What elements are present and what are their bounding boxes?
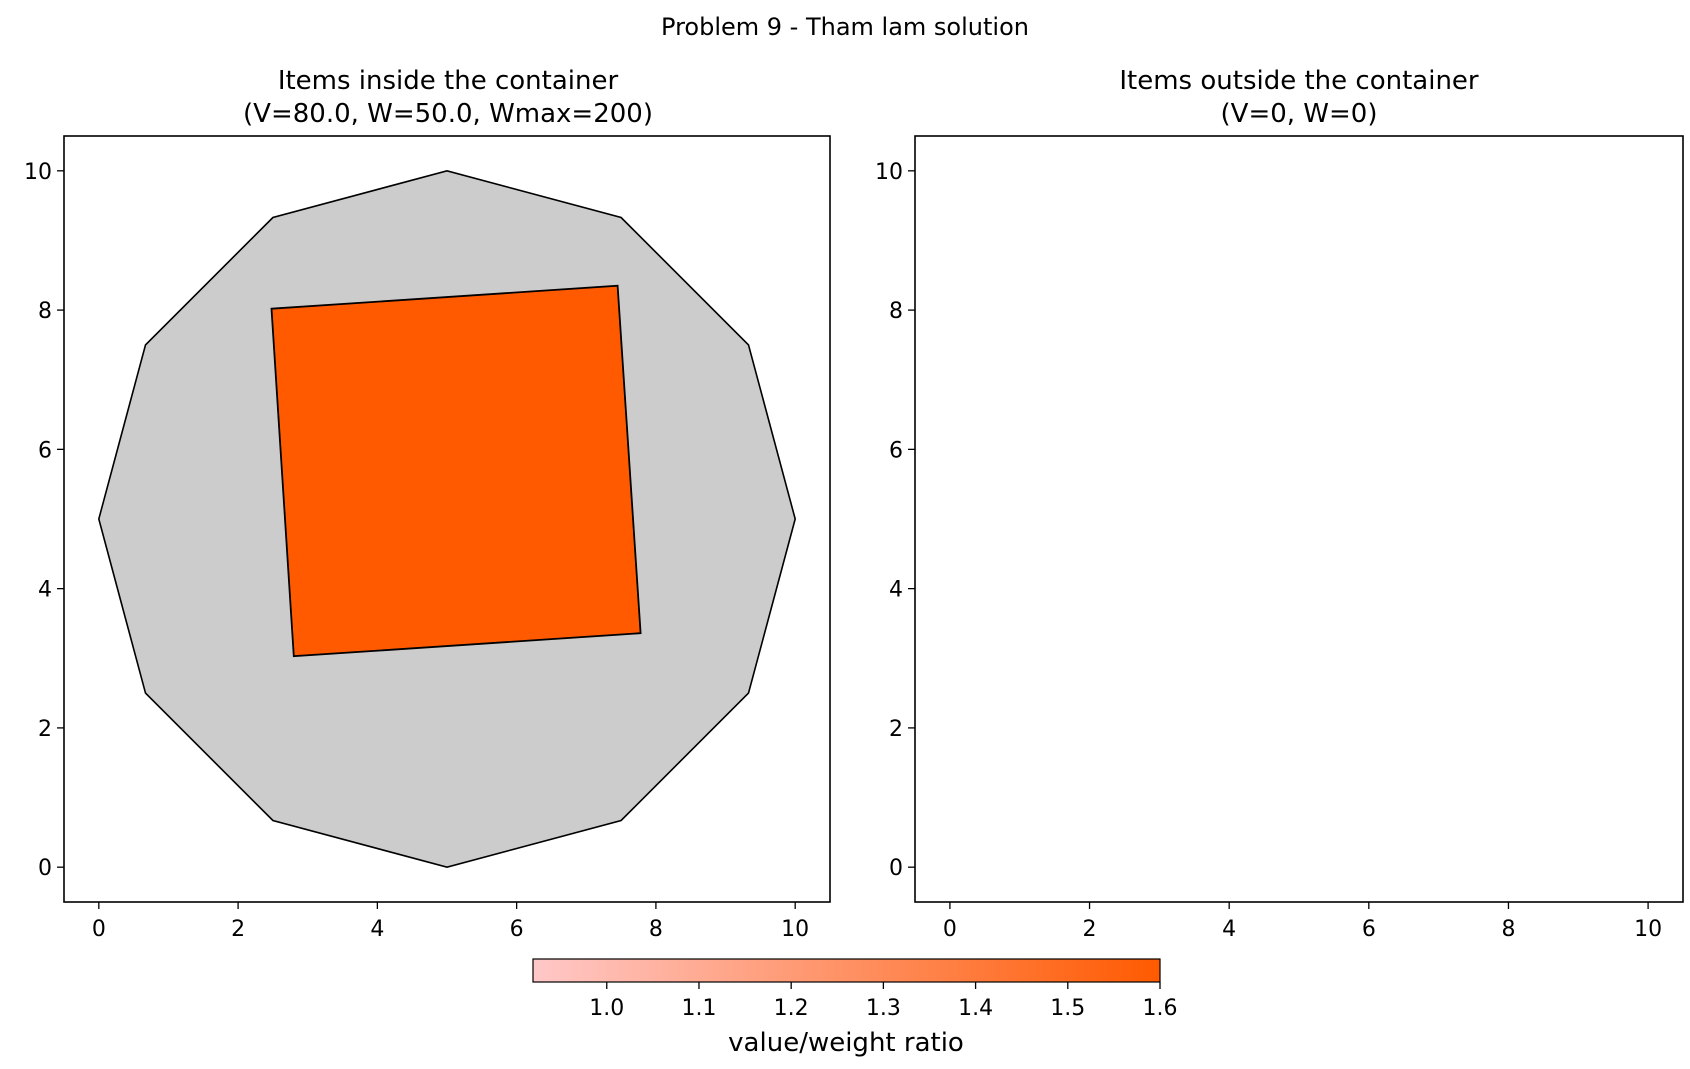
plot-inside: Items inside the container (V=80.0, W=50… <box>24 66 831 942</box>
plot-outside-xtick-label: 0 <box>943 917 957 942</box>
colorbar-tick-label: 1.2 <box>774 996 809 1021</box>
item-polygon <box>270 284 642 658</box>
colorbar-tick-label: 1.3 <box>866 996 901 1021</box>
plot-outside-ytick-label: 0 <box>889 856 903 881</box>
plot-inside-frame <box>63 135 831 903</box>
colorbar-tick-label: 1.0 <box>589 996 624 1021</box>
plot-inside-title-line2: (V=80.0, W=50.0, Wmax=200) <box>243 99 653 129</box>
plot-outside: Items outside the container (V=0, W=0) 0… <box>875 66 1684 942</box>
plot-inside-title-line1: Items inside the container <box>278 66 619 96</box>
colorbar-gradient <box>532 958 1161 983</box>
plot-inside-ytick-label: 10 <box>24 160 52 185</box>
colorbar-label: value/weight ratio <box>728 1028 964 1058</box>
plot-inside-ytick-label: 6 <box>38 438 52 463</box>
plot-outside-xtick-label: 8 <box>1501 917 1515 942</box>
colorbar: 1.0 1.1 1.2 1.3 1.4 1.5 1.6 value/weight ratio <box>532 958 1178 1058</box>
plot-outside-title-line2: (V=0, W=0) <box>1221 99 1378 129</box>
plot-outside-xtick-label: 4 <box>1222 917 1236 942</box>
plot-inside-xtick-label: 2 <box>231 917 245 942</box>
plot-outside-ytick-label: 2 <box>889 717 903 742</box>
plot-inside-ytick-label: 8 <box>38 299 52 324</box>
plot-outside-ytick-label: 8 <box>889 299 903 324</box>
plot-inside-xtick-label: 10 <box>781 917 809 942</box>
plot-outside-xtick-label: 6 <box>1362 917 1376 942</box>
plot-inside-xtick-label: 6 <box>510 917 524 942</box>
plot-inside-xtick-label: 4 <box>370 917 384 942</box>
colorbar-tick-label: 1.6 <box>1143 996 1178 1021</box>
plot-inside-ytick-label: 4 <box>38 578 52 603</box>
colorbar-tick-label: 1.5 <box>1050 996 1085 1021</box>
plot-outside-ytick-label: 10 <box>875 160 903 185</box>
plot-outside-title-line1: Items outside the container <box>1119 66 1479 96</box>
plot-inside-xtick-label: 8 <box>649 917 663 942</box>
plot-outside-xtick-label: 2 <box>1083 917 1097 942</box>
plot-outside-frame <box>914 135 1684 903</box>
plot-inside-xtick-label: 0 <box>92 917 106 942</box>
plot-outside-ytick-label: 4 <box>889 578 903 603</box>
colorbar-tick-label: 1.4 <box>958 996 993 1021</box>
plot-outside-xtick-label: 10 <box>1634 917 1662 942</box>
plot-outside-ytick-label: 6 <box>889 438 903 463</box>
plot-inside-ytick-label: 0 <box>38 856 52 881</box>
colorbar-tick-label: 1.1 <box>681 996 716 1021</box>
figure-title: Problem 9 - Tham lam solution <box>661 13 1029 41</box>
plot-inside-ytick-label: 2 <box>38 717 52 742</box>
